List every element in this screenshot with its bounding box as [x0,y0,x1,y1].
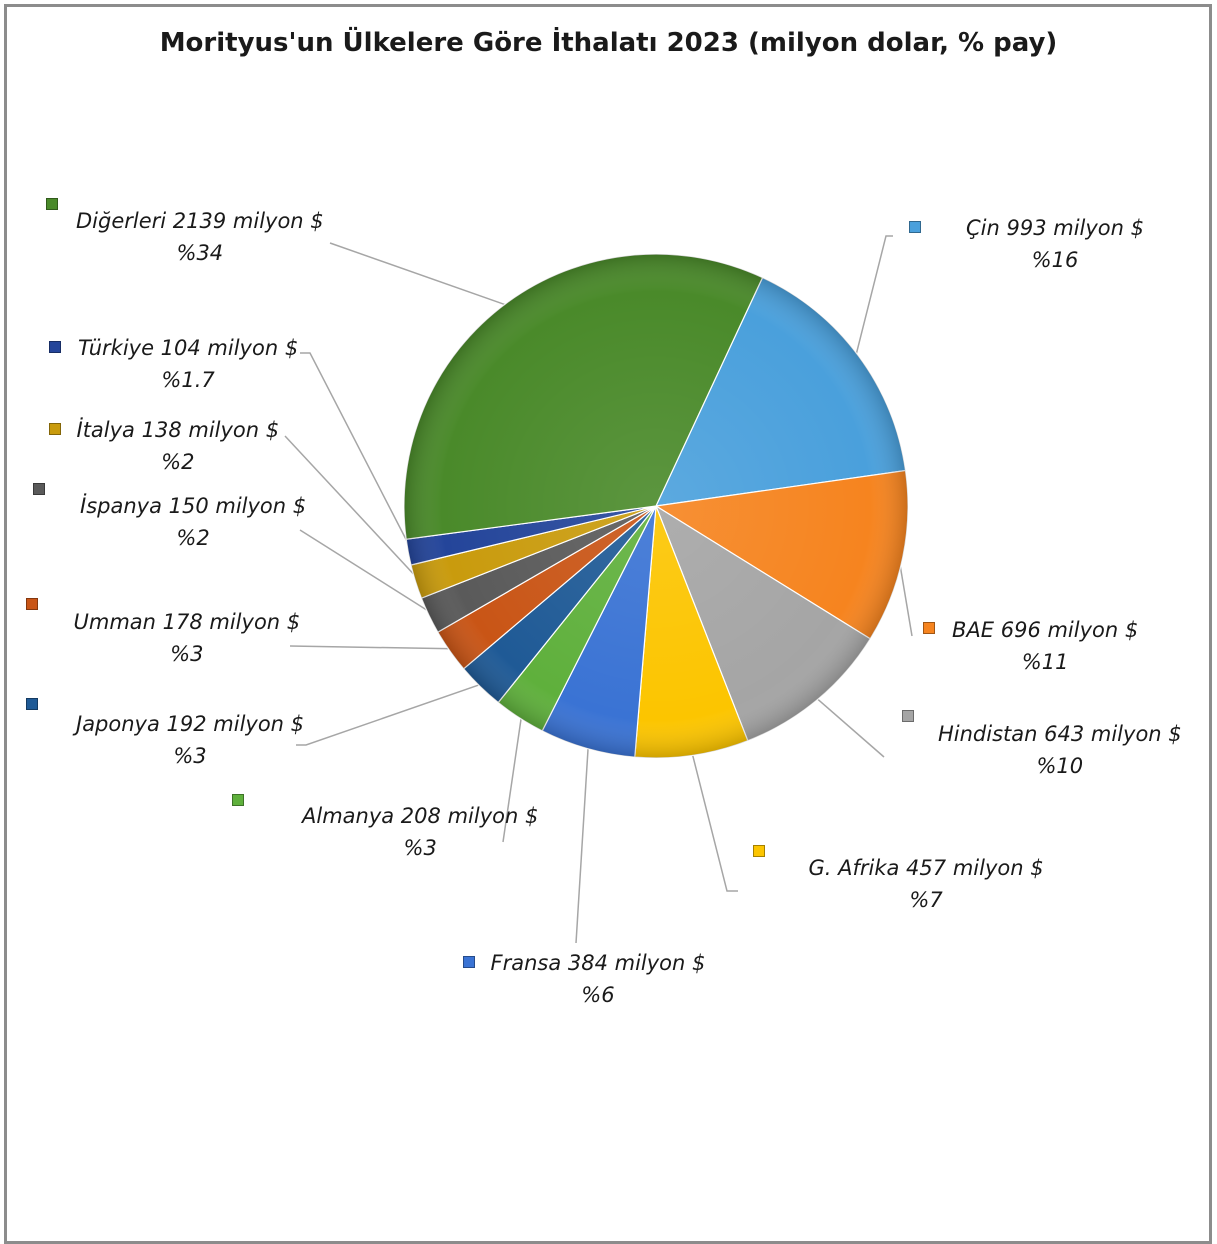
data-label: İtalya 138 milyon $ %2 [77,414,280,478]
leader-line [300,353,412,551]
data-label-text: Almanya 208 milyon $ [302,804,538,828]
data-label-percent: %16 [966,244,1144,276]
leader-line [296,684,483,745]
legend-key [753,845,765,857]
pie-slices [404,254,908,758]
leader-line [330,243,509,306]
leader-line [576,745,588,943]
leader-line [815,697,884,757]
legend-key [923,622,935,634]
leader-line [692,751,738,891]
data-label: Türkiye 104 milyon $ %1.7 [78,332,298,396]
data-label-text: İspanya 150 milyon $ [80,494,306,518]
data-label-percent: %3 [76,740,304,772]
data-label-text: Türkiye 104 milyon $ [78,336,298,360]
legend-key [46,198,58,210]
legend-key [49,423,61,435]
data-label: Hindistan 643 milyon $ %10 [938,718,1182,782]
data-label-percent: %1.7 [78,364,298,396]
leader-line [855,236,893,358]
data-label-percent: %2 [80,522,306,554]
data-label-text: Umman 178 milyon $ [74,610,301,634]
data-label: Almanya 208 milyon $ %3 [302,800,538,864]
data-label: Umman 178 milyon $ %3 [74,606,301,670]
data-label-text: BAE 696 milyon $ [952,618,1138,642]
legend-key [26,698,38,710]
data-label-text: G. Afrika 457 milyon $ [809,856,1044,880]
legend-key [33,483,45,495]
data-label: BAE 696 milyon $ %11 [952,614,1138,678]
data-label-percent: %7 [809,884,1044,916]
legend-key [49,341,61,353]
legend-key [26,598,38,610]
leader-line [290,646,453,649]
data-label: Fransa 384 milyon $ %6 [491,947,706,1011]
legend-key [463,956,475,968]
data-label-percent: %2 [77,446,280,478]
data-label: Japonya 192 milyon $ %3 [76,708,304,772]
data-label: Diğerleri 2139 milyon $ %34 [76,205,324,269]
data-label-percent: %34 [76,237,324,269]
data-label-percent: %11 [952,646,1138,678]
data-label-percent: %6 [491,979,706,1011]
legend-key [902,710,914,722]
leader-line [899,557,912,636]
legend-key [232,794,244,806]
data-label-text: Fransa 384 milyon $ [491,951,706,975]
data-label-text: Hindistan 643 milyon $ [938,722,1182,746]
data-label-text: Japonya 192 milyon $ [76,712,304,736]
data-label: İspanya 150 milyon $ %2 [80,490,306,554]
legend-key [909,221,921,233]
data-label-text: Çin 993 milyon $ [966,216,1144,240]
data-label-percent: %3 [302,832,538,864]
data-label: Çin 993 milyon $ %16 [966,212,1144,276]
data-label-percent: %10 [938,750,1182,782]
data-label-percent: %3 [74,638,301,670]
data-label-text: Diğerleri 2139 milyon $ [76,209,324,233]
data-label-text: İtalya 138 milyon $ [77,418,280,442]
data-label: G. Afrika 457 milyon $ %7 [809,852,1044,916]
